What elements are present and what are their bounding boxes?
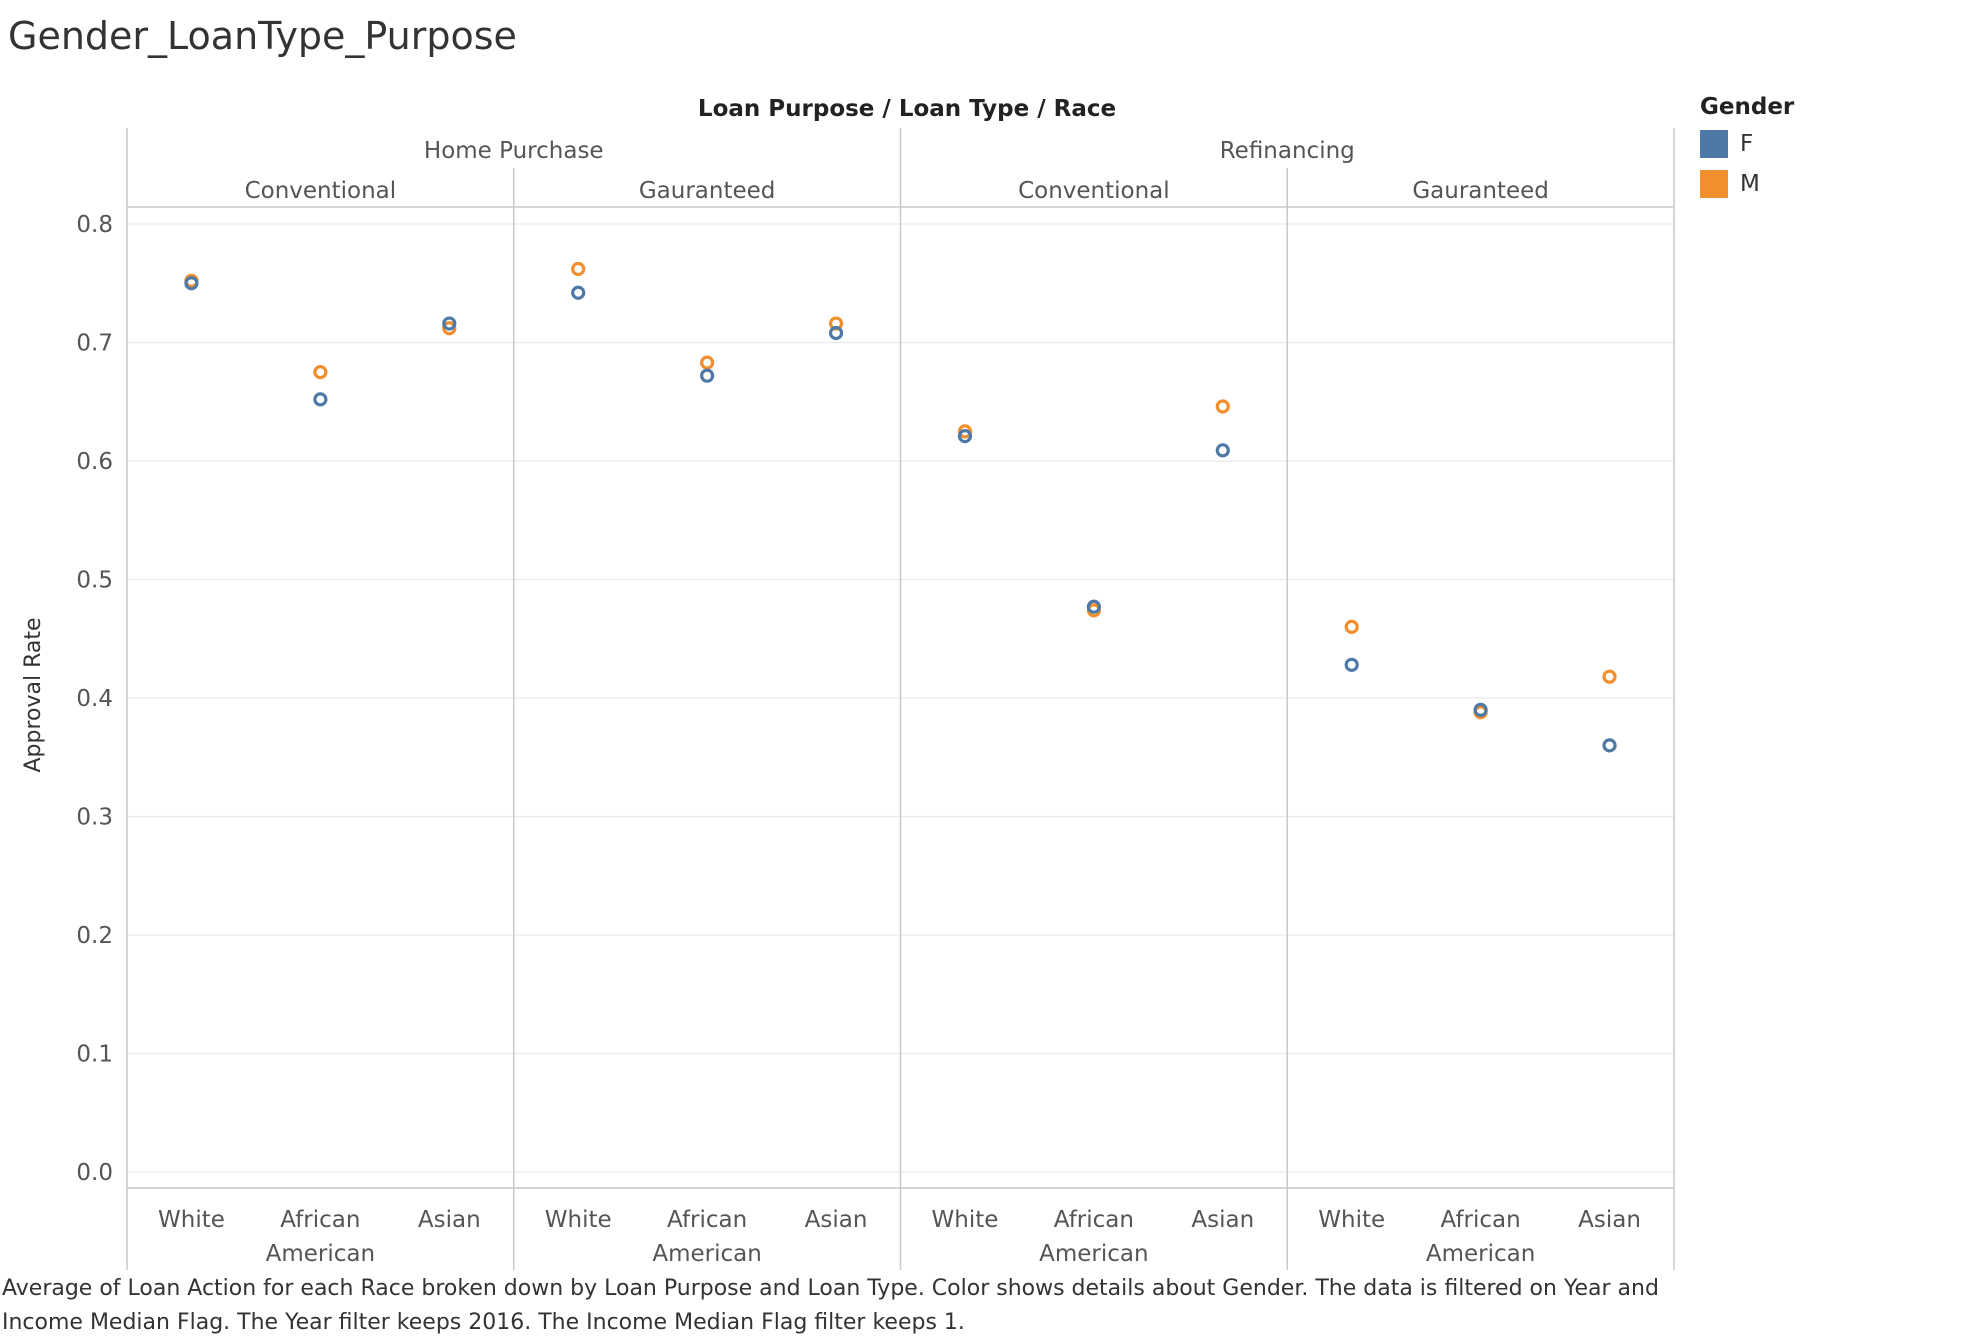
data-point-f xyxy=(957,429,973,444)
x-axis-race-labels: White African American Asian White African Ame… xyxy=(158,1207,1641,1267)
data-point-f xyxy=(571,285,586,300)
panel-frame xyxy=(126,128,1675,1270)
legend-title: Gender xyxy=(1700,94,1795,120)
data-point-f xyxy=(828,325,844,341)
data-point-f xyxy=(1473,702,1488,717)
x-tick-label: White xyxy=(932,1207,999,1233)
loan-type-header: Gauranteed xyxy=(639,178,776,204)
data-point-m xyxy=(957,424,973,439)
data-point-m xyxy=(571,261,586,277)
legend-item-m[interactable]: M xyxy=(1700,164,1794,204)
loan-type-header: Gauranteed xyxy=(1412,178,1549,204)
data-point-f xyxy=(700,368,715,383)
data-point-m xyxy=(1344,619,1359,635)
data-point-f xyxy=(1086,599,1101,614)
y-tick-label: 0.4 xyxy=(76,686,113,712)
y-axis-label: Approval Rate xyxy=(21,617,46,772)
loan-type-header: Conventional xyxy=(245,178,397,204)
y-tick-label: 0.2 xyxy=(76,923,113,949)
purpose-header: Refinancing xyxy=(1220,138,1355,164)
x-tick-label: Asian xyxy=(805,1207,868,1233)
data-point-f xyxy=(1344,657,1359,672)
data-point-m xyxy=(442,321,457,336)
data-point-f xyxy=(313,392,328,407)
data-point-f xyxy=(1215,443,1230,458)
y-axis-ticks: 0.0 0.1 0.2 0.3 0.4 0.5 0.6 0.7 0.8 xyxy=(76,212,113,1186)
data-point-f xyxy=(442,316,457,331)
data-point-m xyxy=(313,365,328,380)
purpose-header: Home Purchase xyxy=(424,138,604,164)
data-points xyxy=(184,261,1617,753)
x-tick-label: Asian xyxy=(1191,1207,1254,1233)
x-tick-label: Asian xyxy=(1578,1207,1641,1233)
y-tick-label: 0.1 xyxy=(76,1042,113,1068)
data-point-f xyxy=(184,276,199,291)
x-tick-label: White xyxy=(1318,1207,1385,1233)
data-point-m xyxy=(1215,399,1230,414)
loan-type-headers: Conventional Gauranteed Conventional Gauran… xyxy=(245,178,1549,204)
data-point-f xyxy=(1602,738,1617,753)
x-tick-label: African American xyxy=(652,1207,761,1267)
x-tick-label: African American xyxy=(1039,1207,1148,1267)
y-tick-label: 0.6 xyxy=(76,449,113,475)
legend: Gender F M xyxy=(1700,94,1794,204)
y-tick-label: 0.5 xyxy=(76,568,113,594)
legend-swatch-m xyxy=(1700,170,1728,198)
page-title: Gender_LoanType_Purpose xyxy=(8,14,517,58)
x-tick-label: African American xyxy=(266,1207,375,1267)
legend-item-f[interactable]: F xyxy=(1700,124,1794,164)
y-tick-label: 0.0 xyxy=(76,1160,113,1186)
legend-label-f: F xyxy=(1740,131,1754,157)
legend-swatch-f xyxy=(1700,130,1728,158)
legend-label-m: M xyxy=(1740,171,1760,197)
y-tick-label: 0.7 xyxy=(76,331,113,357)
purpose-headers: Home Purchase Refinancing xyxy=(424,138,1355,164)
x-tick-label: African American xyxy=(1426,1207,1535,1267)
y-tick-label: 0.8 xyxy=(76,212,113,238)
data-point-m xyxy=(1602,669,1617,684)
x-tick-label: White xyxy=(545,1207,612,1233)
y-tick-label: 0.3 xyxy=(76,805,113,831)
chart-header: Loan Purpose / Loan Type / Race xyxy=(698,96,1116,122)
chart-caption: Average of Loan Action for each Race bro… xyxy=(2,1276,1659,1335)
loan-type-header: Conventional xyxy=(1018,178,1170,204)
data-point-m xyxy=(700,355,715,370)
x-tick-label: Asian xyxy=(418,1207,481,1233)
x-tick-label: White xyxy=(158,1207,225,1233)
